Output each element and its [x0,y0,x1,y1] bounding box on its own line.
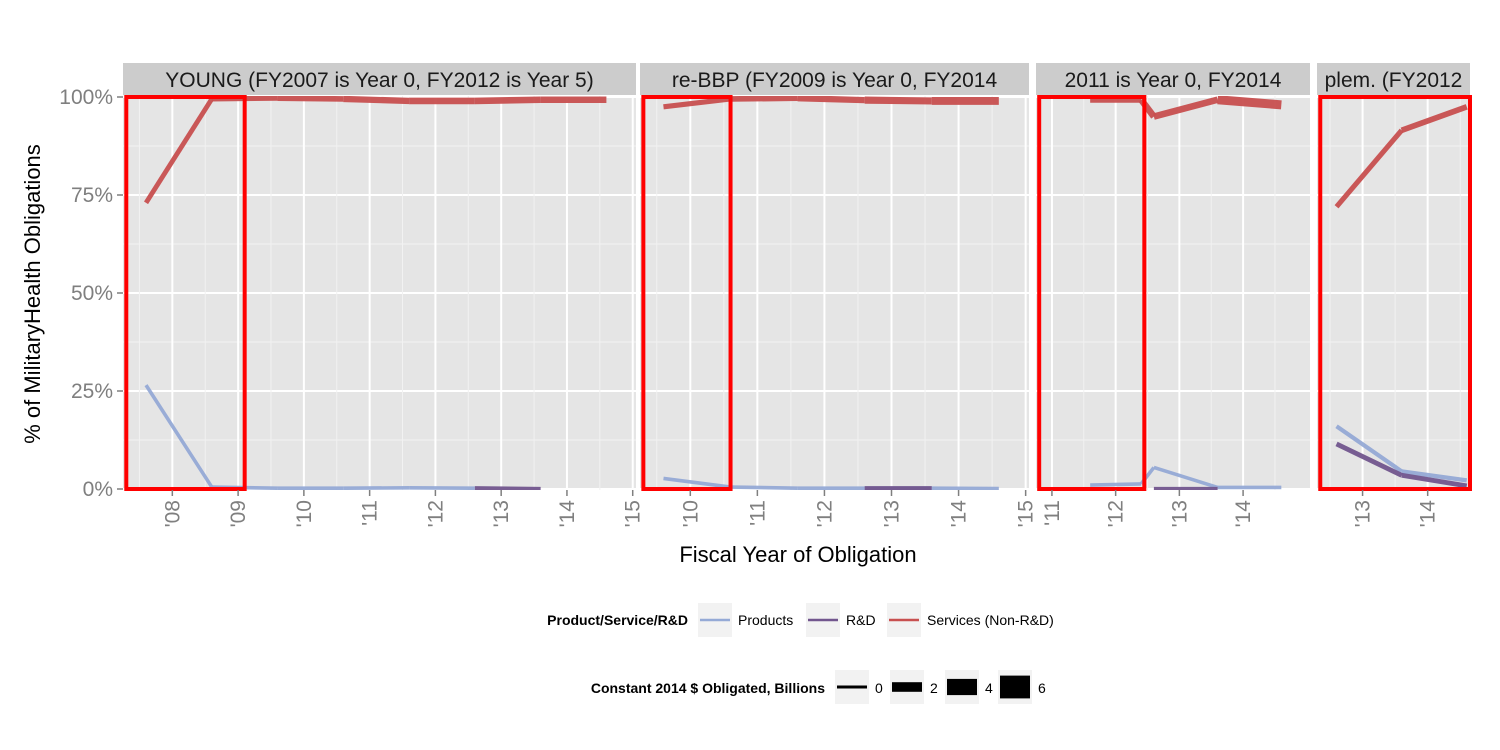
legend-size-key [892,682,922,692]
panel-strip [1317,63,1470,95]
panel-strip-label: YOUNG (FY2007 is Year 0, FY2012 is Year … [165,69,593,92]
line-segment-products [663,476,731,489]
panel-grid [1036,96,1310,490]
line-segment-services-non-r-d [277,96,344,102]
line-segment-products [1153,465,1219,490]
legend-obligation-size: Constant 2014 $ Obligated, Billions 0 2 4 6 [591,670,1046,704]
line-segment-services-non-r-d [1400,104,1468,134]
panel-strip [1036,63,1310,95]
x-tick-label: '09 [227,500,250,527]
line-segment-services-non-r-d [797,96,865,104]
x-tick-label: '15 [1015,500,1038,527]
line-segment-services-non-r-d [730,96,798,102]
x-tick-label: '14 [1417,500,1440,528]
line-segment-services-non-r-d [864,96,932,105]
y-tick-label: 75% [71,184,113,207]
y-tick-label: 25% [71,380,113,403]
line-segment-r-d [1335,441,1403,478]
panel-series [143,96,607,490]
panel-series [663,96,999,490]
panel-3: 2011 is Year 0, FY2014 '11 '12 '13 '14 [1036,63,1310,528]
panel-series [1090,96,1282,490]
x-tick-label: '14 [948,500,971,528]
y-tick-label: 0% [83,478,113,501]
line-segment-r-d [1401,472,1468,489]
legend-size-label: 0 [875,680,883,696]
x-tick-label: '14 [1232,500,1255,528]
y-axis-title: % of MilitaryHealth Obligations [20,144,45,444]
legend-size-label: 2 [930,680,938,696]
x-tick-label: '10 [679,500,702,527]
line-segment-services-non-r-d [1334,128,1404,209]
panel-4: plem. (FY2012 '13 '14 [1317,63,1473,528]
y-tick-label: 50% [71,282,113,305]
x-tick-label: '12 [813,500,836,527]
chart-panels: YOUNG (FY2007 is Year 0, FY2012 is Year … [123,63,1473,528]
line-segment-products [1335,424,1403,474]
line-segment-services-non-r-d [1217,96,1282,110]
legend-size-label: 4 [985,680,993,696]
line-segment-services-non-r-d [1153,96,1219,120]
line-segment-products [144,384,214,489]
panel-strip [640,63,1029,95]
legend-size-key [1000,675,1030,699]
x-tick-label: '13 [490,500,513,527]
y-axis: 0% 25% 50% 75% 100% [59,86,123,501]
panel-strip-label: re-BBP (FY2009 is Year 0, FY2014 [672,69,998,92]
line-segment-services-non-r-d [663,96,731,110]
x-tick-label: '14 [556,500,579,528]
line-segment-services-non-r-d [143,97,214,205]
x-tick-label: '11 [1041,500,1064,526]
legend-label-products: Products [738,612,793,628]
highlight-box [641,95,733,491]
line-segment-products [1401,469,1468,483]
legend-label-r-d: R&D [846,612,876,628]
x-tick-label: '13 [1168,500,1191,527]
highlight-box [124,95,247,491]
panel-2: re-BBP (FY2009 is Year 0, FY2014 '10 '11 '1… [640,63,1038,528]
x-tick-label: '11 [359,500,382,526]
x-tick-label: '12 [1105,500,1128,527]
panel-1: YOUNG (FY2007 is Year 0, FY2012 is Year … [123,63,645,528]
line-segment-services-non-r-d [343,96,410,105]
x-tick-label: '12 [424,500,447,527]
panel-strip-label: 2011 is Year 0, FY2014 [1065,69,1282,92]
line-segment-r-d [474,486,541,490]
legend-size-title: Constant 2014 $ Obligated, Billions [591,680,825,696]
x-tick-label: '11 [746,500,769,526]
legend-size-key [837,685,867,689]
x-tick-label: '13 [881,500,904,527]
panel-series [1334,104,1468,489]
x-tick-label: '08 [161,500,184,527]
y-tick-label: 100% [59,86,113,109]
legend-label-services-non-r-d: Services (Non-R&D) [927,612,1054,628]
x-tick-label: '15 [622,500,645,527]
highlight-box [1037,95,1147,491]
legend-size-label: 6 [1038,680,1046,696]
x-axis-title: Fiscal Year of Obligation [679,542,916,567]
line-segment-products [1090,482,1142,487]
legend-color-title: Product/Service/R&D [547,612,688,628]
x-tick-label: '10 [293,500,316,527]
panel-strip [123,63,636,95]
highlight-box [1318,95,1473,491]
line-segment-products [730,485,798,490]
panel-strip-label: plem. (FY2012 [1325,69,1463,92]
legend-size-key [947,678,977,696]
x-tick-label: '13 [1352,500,1375,527]
legend-product-service: Product/Service/R&D Products R&D Services … [547,603,1054,637]
line-segment-services-non-r-d [474,96,541,105]
